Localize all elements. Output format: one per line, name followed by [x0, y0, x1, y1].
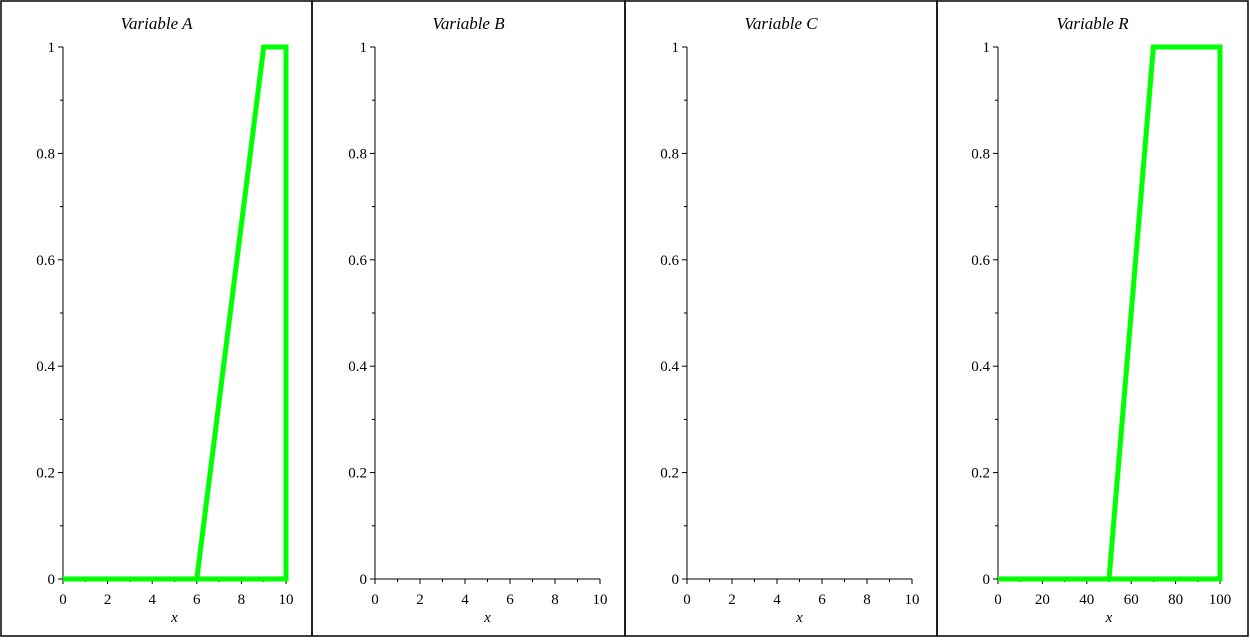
y-tick-label: 0 [360, 572, 368, 588]
y-tick-label: 0.4 [36, 359, 55, 375]
y-tick-label: 0.2 [660, 466, 679, 482]
y-tick-label: 1 [48, 40, 56, 56]
x-tick-label: 0 [683, 592, 691, 608]
x-tick-label: 2 [728, 592, 736, 608]
y-tick-label: 0.8 [36, 146, 55, 162]
x-tick-label: 2 [416, 592, 424, 608]
x-tick-label: 6 [818, 592, 826, 608]
x-tick-label: 10 [593, 592, 608, 608]
x-tick-label: 4 [461, 592, 469, 608]
y-tick-label: 0.2 [971, 466, 990, 482]
y-tick-label: 0.4 [660, 359, 679, 375]
y-tick-label: 1 [360, 40, 368, 56]
series-line [63, 47, 286, 579]
y-tick-label: 0.4 [971, 359, 990, 375]
chart-title: Variable C [744, 14, 818, 33]
y-tick-label: 0.6 [348, 253, 367, 269]
x-tick-label: 4 [148, 592, 156, 608]
x-tick-label: 6 [193, 592, 201, 608]
y-tick-label: 0.6 [971, 253, 990, 269]
chart-panel-4: Variable R 0 0.2 0.4 0.6 0.8 1 0 20 40 60 80 100 x [937, 1, 1248, 636]
y-tick-label: 0 [983, 572, 991, 588]
x-tick-label: 10 [905, 592, 920, 608]
y-tick-label: 0 [672, 572, 680, 588]
y-tick-label: 0.8 [348, 146, 367, 162]
panel-frame [937, 1, 1248, 636]
panel-frame [312, 1, 625, 636]
x-tick-label: 20 [1035, 592, 1050, 608]
y-tick-label: 0.2 [348, 466, 367, 482]
x-axis-label: x [1105, 610, 1113, 626]
x-tick-label: 8 [551, 592, 559, 608]
x-axis-label: x [483, 610, 491, 626]
x-axis-label: x [795, 610, 803, 626]
x-axis-label: x [170, 610, 178, 626]
series-line [998, 47, 1220, 579]
y-tick-label: 0.6 [36, 253, 55, 269]
panel-frame [625, 1, 937, 636]
x-tick-label: 4 [773, 592, 781, 608]
chart-title: Variable R [1056, 14, 1129, 33]
x-tick-label: 100 [1209, 592, 1232, 608]
x-tick-label: 10 [279, 592, 294, 608]
y-tick-label: 1 [672, 40, 680, 56]
panel-frame [1, 1, 312, 636]
y-tick-label: 0.4 [348, 359, 367, 375]
x-tick-label: 60 [1124, 592, 1139, 608]
y-tick-label: 0.8 [660, 146, 679, 162]
y-tick-label: 1 [983, 40, 991, 56]
x-tick-label: 6 [506, 592, 514, 608]
x-tick-label: 2 [104, 592, 112, 608]
x-tick-label: 0 [371, 592, 379, 608]
x-tick-label: 8 [863, 592, 871, 608]
x-tick-label: 0 [59, 592, 67, 608]
x-tick-label: 40 [1079, 592, 1094, 608]
y-tick-label: 0.6 [660, 253, 679, 269]
chart-title: Variable A [121, 14, 194, 33]
y-tick-label: 0 [48, 572, 56, 588]
y-tick-label: 0.2 [36, 466, 55, 482]
x-tick-label: 8 [238, 592, 246, 608]
x-tick-label: 0 [994, 592, 1002, 608]
chart-title: Variable B [432, 14, 505, 33]
y-tick-label: 0.8 [971, 146, 990, 162]
x-tick-label: 80 [1168, 592, 1183, 608]
